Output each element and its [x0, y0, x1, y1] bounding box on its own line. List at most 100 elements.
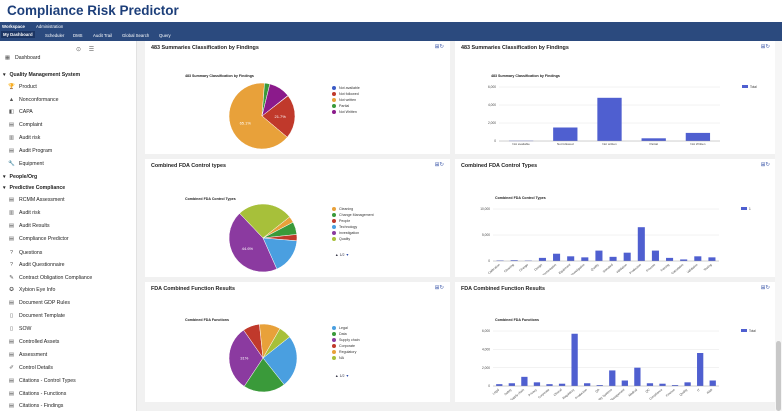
legend-item[interactable]: Not written [332, 97, 360, 103]
bar[interactable] [553, 253, 561, 261]
sidebar-item[interactable]: ▤ Document GDP Rules [8, 300, 70, 306]
tab-global-search[interactable]: Global Search [122, 33, 150, 38]
pie-slice[interactable] [261, 95, 296, 138]
bar[interactable] [581, 257, 589, 261]
bar[interactable] [571, 333, 578, 386]
sidebar-section[interactable]: ▾ Predictive Compliance [3, 185, 65, 191]
export-icon[interactable]: ⊞ [760, 44, 766, 50]
pie-slice[interactable] [228, 212, 278, 273]
sidebar-item[interactable]: ▤ Compliance Predictor [8, 236, 69, 242]
bar[interactable] [521, 376, 528, 386]
pie-slice[interactable] [262, 328, 290, 359]
bar[interactable] [596, 385, 603, 386]
bar[interactable] [666, 257, 674, 261]
bar[interactable] [697, 353, 704, 386]
bar[interactable] [680, 259, 688, 261]
bar[interactable] [538, 257, 546, 261]
legend-item[interactable]: Not Written [332, 109, 360, 115]
sidebar-item[interactable]: 🏆 Product [8, 84, 37, 90]
bar[interactable] [597, 97, 622, 141]
pie-slice[interactable] [261, 83, 289, 117]
sidebar-item[interactable]: ✪ Xybion Eye Info [8, 287, 55, 293]
sidebar-item[interactable]: ▤ RCMM Assessment [8, 197, 65, 203]
bar[interactable] [709, 380, 716, 387]
export-icon[interactable]: ⊞ [434, 44, 440, 50]
bar[interactable] [621, 380, 628, 387]
bar[interactable] [659, 383, 666, 386]
legend-item[interactable]: Quality [332, 236, 374, 242]
legend-item[interactable]: Not available [332, 85, 360, 91]
bar[interactable] [553, 127, 578, 142]
tab-dms[interactable]: DMS [73, 33, 83, 38]
pie-slice[interactable] [262, 336, 298, 385]
pie-slice[interactable] [228, 82, 288, 150]
sidebar-item[interactable]: ▲ Nonconformance [8, 97, 59, 103]
refresh-icon[interactable]: ↻ [765, 285, 770, 291]
sidebar-item[interactable]: ▥ Audit risk [8, 135, 40, 141]
nav-workspace[interactable]: Workspace [2, 24, 25, 29]
legend-item[interactable]: Supply chain [332, 337, 360, 343]
refresh-icon[interactable]: ↻ [439, 44, 444, 50]
export-icon[interactable]: ⊞ [760, 162, 766, 168]
sidebar-item[interactable]: ✐ Control Details [8, 365, 53, 371]
legend-item[interactable]: Cleaning [332, 206, 374, 212]
bar[interactable] [708, 257, 716, 261]
refresh-icon[interactable]: ↻ [765, 162, 770, 168]
sidebar-item[interactable]: ? Audit Questionnaire [8, 262, 65, 268]
sidebar-section[interactable]: ▾ Quality Management System [3, 72, 80, 78]
legend-item[interactable]: Partial [332, 103, 360, 109]
bar[interactable] [694, 256, 702, 261]
bar[interactable] [685, 132, 711, 141]
legend-pager[interactable]: ▲ 1/2 ▼ [335, 253, 350, 257]
sidebar-item[interactable]: ▥ Audit risk [8, 210, 40, 216]
bar[interactable] [684, 382, 691, 386]
pie-slice[interactable] [239, 203, 290, 239]
legend-item[interactable]: Legal [332, 325, 360, 331]
nav-administration[interactable]: Administration [36, 24, 64, 29]
pie-slice[interactable] [228, 329, 264, 387]
bar[interactable] [646, 383, 654, 386]
tab-query[interactable]: Query [159, 33, 171, 38]
tab-my-dashboard[interactable]: My Dashboard [1, 31, 35, 38]
legend-item[interactable]: Technology [332, 224, 374, 230]
legend-item[interactable]: Regulatory [332, 349, 360, 355]
sidebar-item[interactable]: ◧ CAPA [8, 109, 33, 115]
sidebar-item[interactable]: 🔧 Equipment [8, 161, 44, 167]
bar[interactable] [609, 256, 617, 261]
refresh-icon[interactable]: ↻ [765, 44, 770, 50]
sidebar-item[interactable]: ▤ Assessment [8, 352, 47, 358]
bar[interactable] [496, 384, 503, 386]
bar[interactable] [651, 250, 659, 261]
refresh-icon[interactable]: ↻ [439, 162, 444, 168]
sidebar-item[interactable]: ▯ Document Template [8, 313, 65, 319]
sidebar-item[interactable]: ▤ Citations - Control Types [8, 378, 76, 384]
bar[interactable] [584, 383, 591, 386]
bar[interactable] [595, 250, 603, 261]
export-icon[interactable]: ⊞ [434, 285, 440, 291]
sidebar-item[interactable]: ? Questions [8, 250, 42, 256]
scrollbar-thumb[interactable] [776, 341, 781, 411]
bar[interactable] [671, 385, 679, 386]
bar[interactable] [546, 384, 553, 386]
legend-item[interactable]: Corporate [332, 343, 360, 349]
sidebar-item-dashboard[interactable]: ▦ Dashboard [4, 55, 41, 61]
bar[interactable] [508, 383, 515, 386]
legend-item[interactable]: People [332, 218, 374, 224]
bar[interactable] [567, 256, 575, 261]
sidebar-item[interactable]: ▯ SOW [8, 326, 31, 332]
tab-audit-trail[interactable]: Audit Trail [93, 33, 113, 38]
bar[interactable] [533, 382, 541, 386]
legend-item[interactable]: Not followed [332, 91, 360, 97]
bar[interactable] [510, 260, 518, 261]
page-scrollbar[interactable] [775, 41, 782, 411]
export-icon[interactable]: ⊞ [434, 162, 440, 168]
legend-pager[interactable]: ▲ 1/2 ▼ [335, 374, 350, 378]
menu-icon[interactable]: ☰ [88, 47, 95, 53]
sidebar-section[interactable]: ▾ People/Org [3, 174, 37, 180]
bar[interactable] [496, 260, 504, 261]
sidebar-item[interactable]: ✎ Contract Obligation Compliance [8, 275, 92, 281]
tab-scheduler[interactable]: Scheduler [45, 33, 65, 38]
pie-slice[interactable] [243, 357, 285, 393]
collapse-icon[interactable]: ⊙ [76, 47, 82, 53]
refresh-icon[interactable]: ↻ [439, 285, 444, 291]
